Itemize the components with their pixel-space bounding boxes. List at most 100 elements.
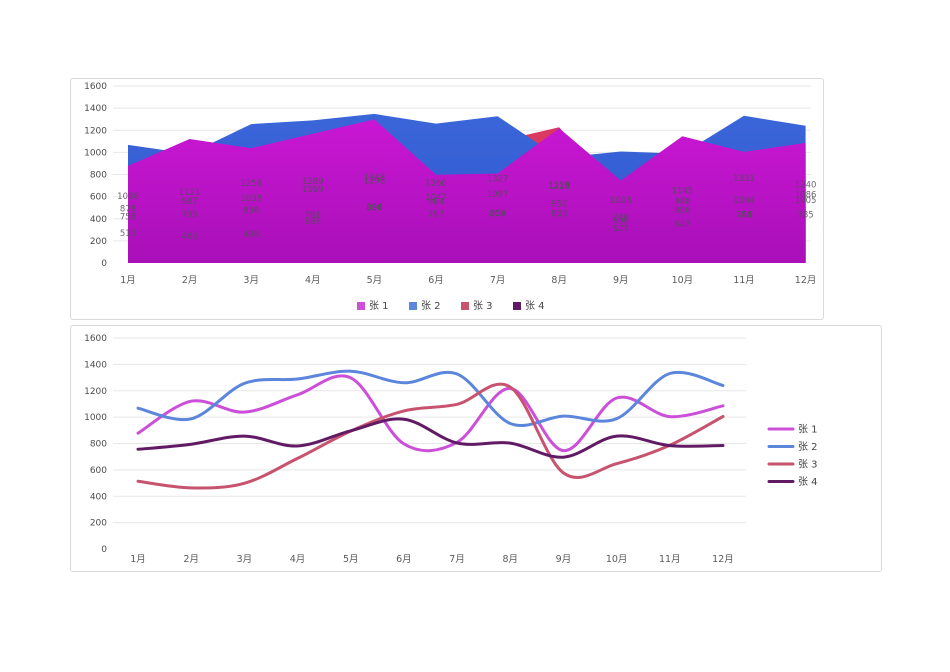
x-axis-tick: 10月 [606,554,628,565]
line-series-张 4[interactable] [136,417,725,459]
x-axis-tick: 2月 [182,275,198,286]
data-label: 896 [366,203,382,213]
legend-swatch [461,302,469,310]
legend-item[interactable]: 张 2 [798,441,818,453]
legend-swatch [409,302,417,310]
data-label: 1260 [425,179,447,189]
y-axis-tick: 1600 [84,334,107,344]
y-axis-tick: 200 [90,519,107,529]
legend-item[interactable]: 张 3 [473,300,493,312]
x-axis-tick: 5月 [367,275,383,286]
y-axis-tick: 400 [90,215,107,225]
legend-item[interactable]: 张 2 [421,300,441,312]
data-label: 1298 [364,176,386,186]
data-label: 894 [366,203,382,213]
data-label: 647 [674,220,690,230]
data-label: 1038 [240,194,262,204]
data-label: 498 [243,230,259,240]
data-label: 1005 [795,196,817,206]
data-label: 513 [120,229,136,239]
data-label: 1228 [548,181,570,191]
y-axis-tick: 0 [101,259,107,269]
data-label: 987 [181,197,197,207]
data-label: 1004 [733,196,755,206]
data-label: 878 [120,204,136,214]
x-axis-tick: 7月 [490,275,506,286]
data-label: 1256 [240,179,262,189]
area-chart-panel: 0 200 400 600 800 1000 1200 1400 1600 1月 2月 3月 4月 5月 6… [70,78,824,320]
data-label: 795 [181,210,197,220]
y-axis-tick: 800 [90,440,107,450]
y-axis-tick: 600 [90,193,107,203]
y-axis-tick: 1000 [84,148,107,158]
legend-swatch [513,302,521,310]
data-label: 1327 [487,174,509,184]
data-label: 1008 [610,196,632,206]
y-axis-tick: 400 [90,492,107,502]
data-label: 1086 [795,191,817,201]
y-axis-tick: 1400 [84,104,107,114]
x-axis-tick: 11月 [659,554,681,565]
y-axis-tick: 200 [90,237,107,247]
x-axis-tick: 8月 [551,275,567,286]
data-label: 1047 [425,193,447,203]
y-axis-tick: 0 [101,545,107,555]
data-label: 746 [613,213,629,223]
data-label: 784 [736,211,752,221]
x-axis-tick: 1月 [120,275,136,286]
x-axis-tick: 3月 [243,275,259,286]
legend-item[interactable]: 张 1 [798,424,818,436]
area-series-张 1[interactable] [128,119,806,264]
data-label: 1240 [795,180,817,190]
x-axis-tick: 8月 [502,554,518,565]
data-label: 803 [551,209,567,219]
x-axis-tick: 1月 [130,554,146,565]
y-axis-tick: 800 [90,171,107,181]
x-axis-tick: 7月 [449,554,465,565]
data-label: 1169 [302,185,324,195]
data-label: 856 [674,206,690,216]
y-axis-tick: 1400 [84,360,107,370]
data-label: 577 [613,225,629,235]
data-label: 781 [305,211,321,221]
x-axis-tick: 4月 [305,275,321,286]
data-label: 756 [120,213,136,223]
data-label: 785 [797,211,813,221]
data-label: 1145 [672,187,694,197]
line-series-张 1[interactable] [136,374,725,453]
x-axis-tick: 2月 [183,554,199,565]
y-axis-tick: 1000 [84,413,107,423]
data-label: 463 [181,232,197,242]
legend-item[interactable]: 张 3 [798,459,818,471]
x-axis-tick: 12月 [712,554,734,565]
x-axis-tick: 6月 [428,275,444,286]
x-axis-tick: 5月 [343,554,359,565]
x-axis-tick: 9月 [613,275,629,286]
data-label: 804 [489,209,505,219]
data-label: 687 [305,217,321,227]
line-series-张 2[interactable] [136,369,725,427]
x-axis-tick: 12月 [795,275,817,286]
data-label: 1289 [302,177,324,187]
data-label: 1068 [117,192,139,202]
legend-swatch [357,302,365,310]
x-axis-tick: 11月 [733,275,755,286]
data-label: 797 [428,210,444,220]
legend-item[interactable]: 张 4 [798,476,818,488]
x-axis-tick: 6月 [396,554,412,565]
line-series-张 3[interactable] [136,382,725,490]
legend-item[interactable]: 张 1 [369,300,389,312]
data-label: 952 [551,200,567,210]
y-axis-tick: 1200 [84,387,107,397]
data-label: 1097 [487,190,509,200]
data-label: 696 [613,217,629,227]
data-label: 1121 [179,188,201,198]
x-axis-tick: 10月 [672,275,694,286]
x-axis-tick: 9月 [556,554,572,565]
y-axis-tick: 600 [90,466,107,476]
y-axis-tick: 1600 [84,82,107,92]
legend-item[interactable]: 张 4 [525,300,545,312]
data-label: 988 [674,197,690,207]
area-chart: 0 200 400 600 800 1000 1200 1400 1600 1月 2月 3月 4月 5月 6… [84,82,817,312]
data-label: 809 [489,209,505,219]
